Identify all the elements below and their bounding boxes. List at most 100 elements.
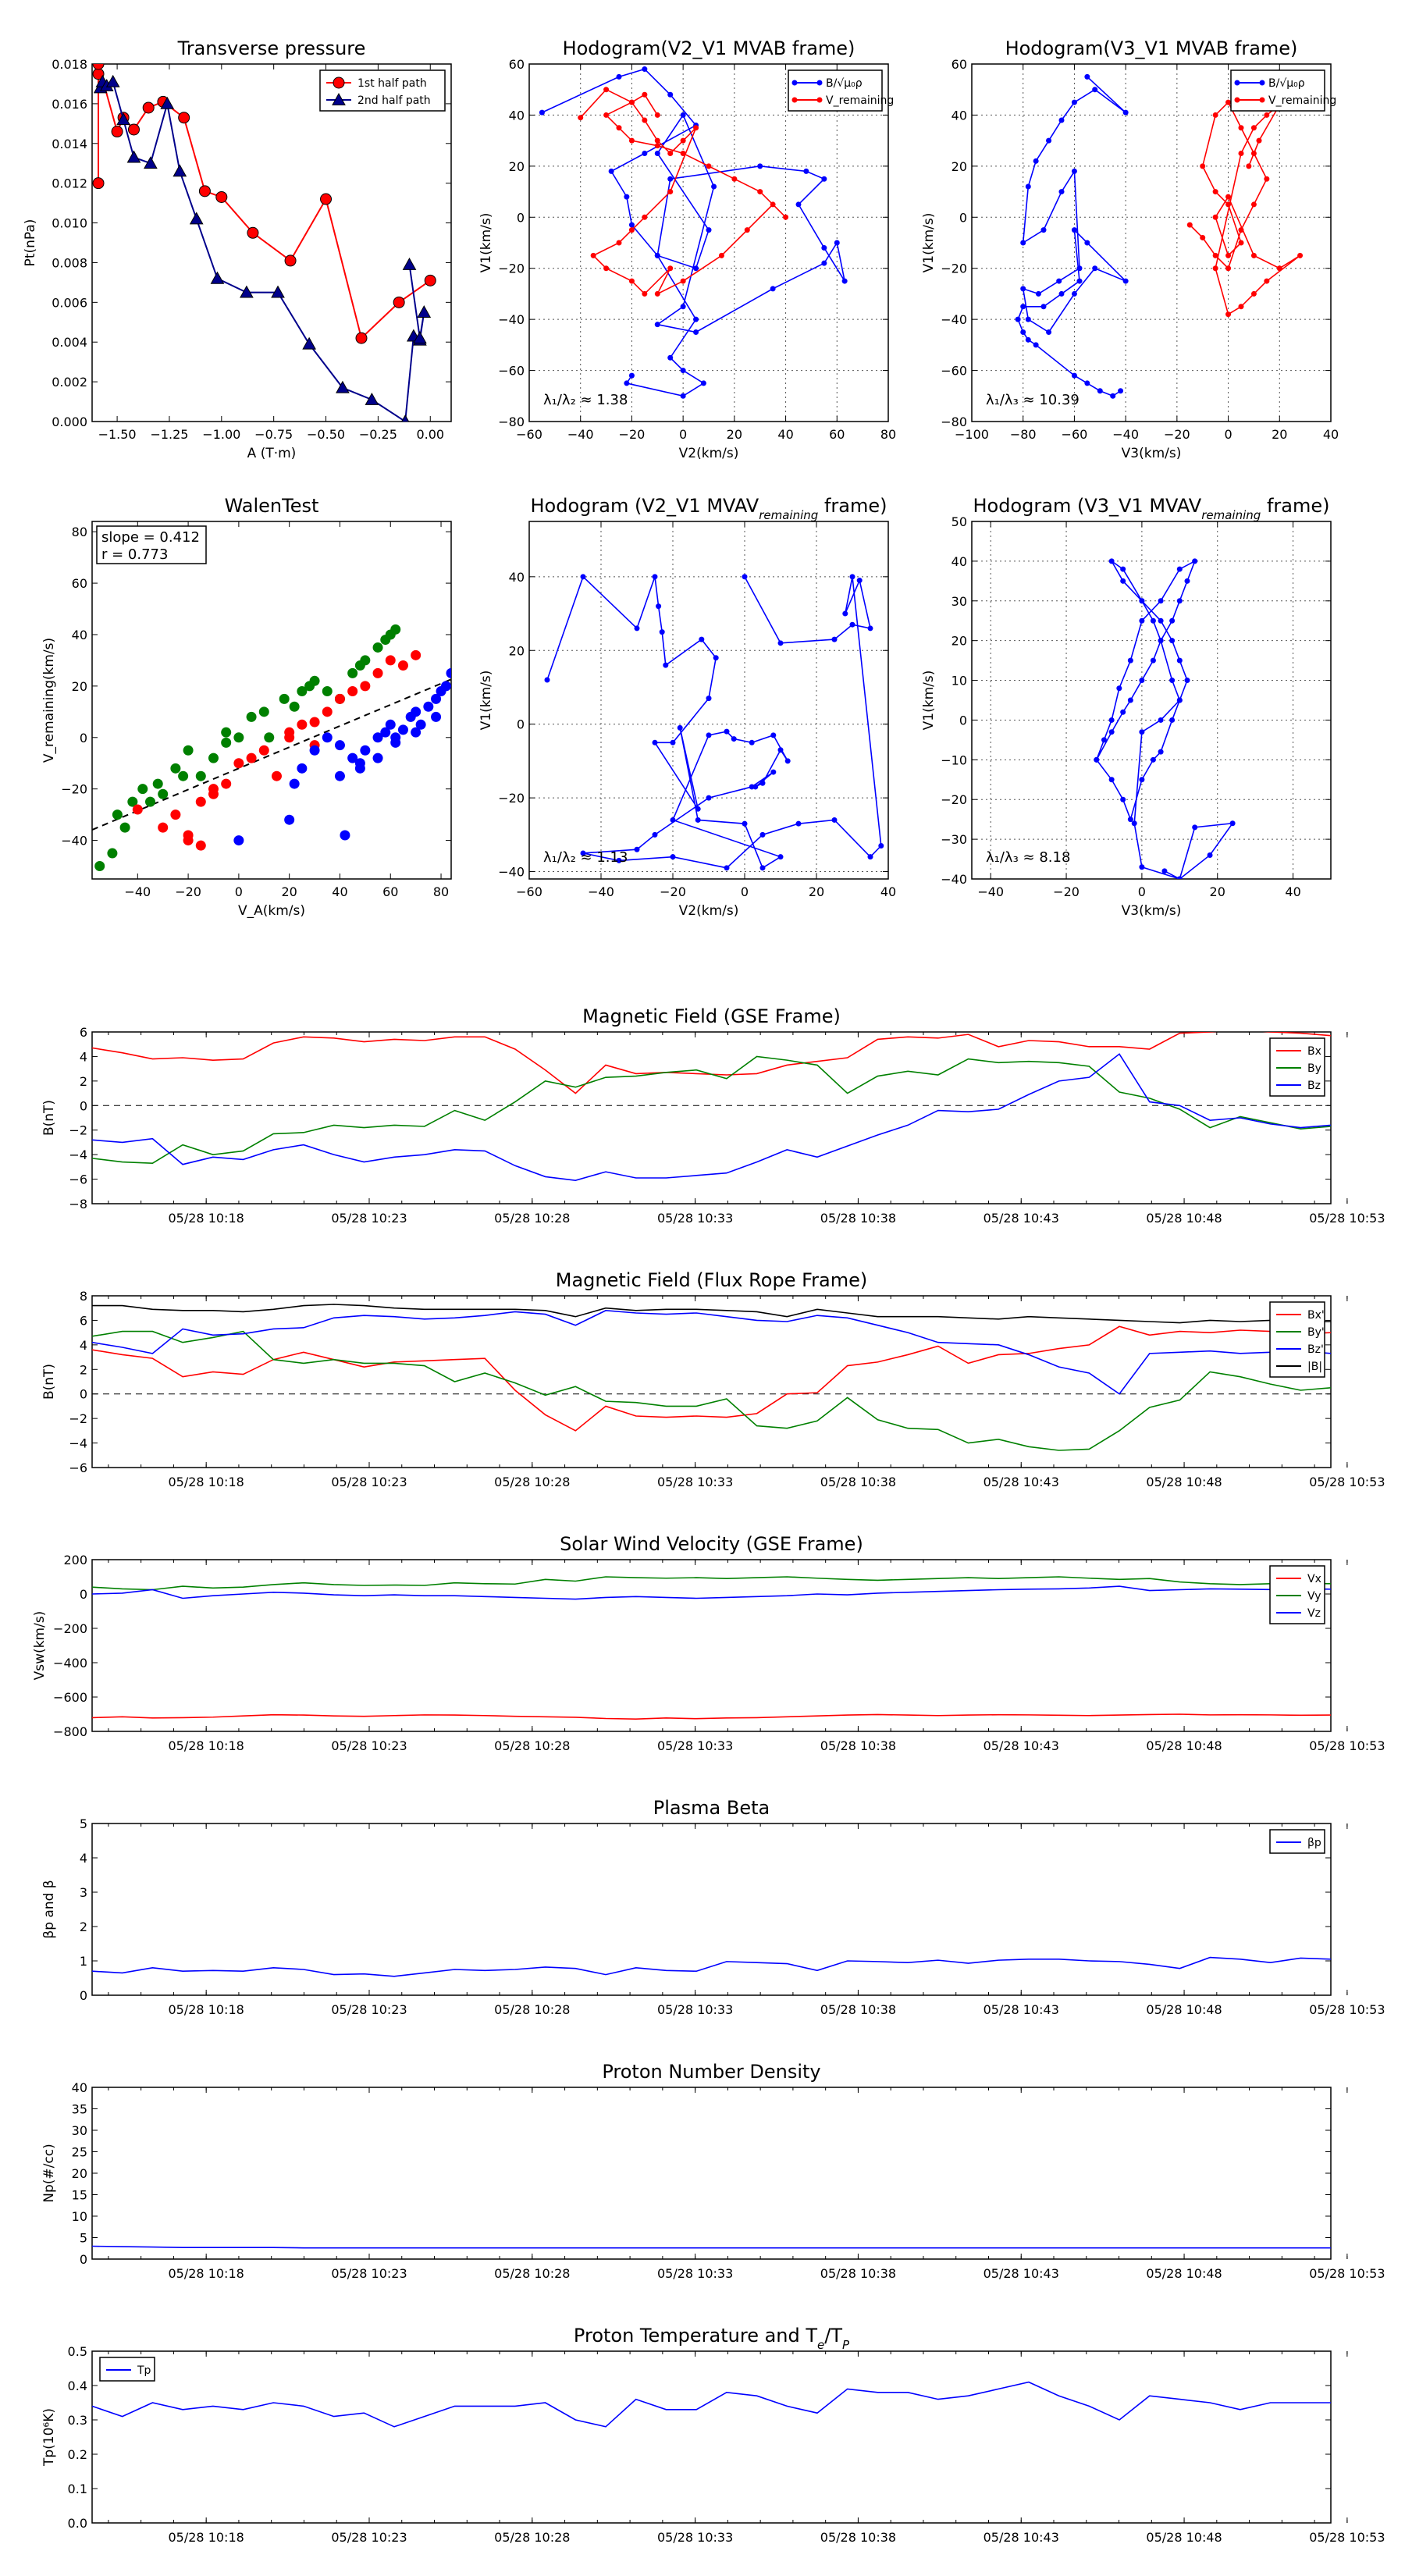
data-point [1192, 558, 1198, 564]
chart-title: Plasma Beta [653, 1797, 770, 1819]
legend: B/√μ₀ρ V_remaining [788, 69, 894, 112]
x-tick-label: 05/28 10:18 [169, 1738, 244, 1753]
data-point [336, 380, 350, 393]
data-point [210, 271, 225, 284]
data-point [1250, 201, 1257, 208]
data-point [132, 804, 143, 815]
y-tick-label: −40 [941, 312, 967, 327]
y-tick-label: 35 [72, 2102, 87, 2117]
data-point [1127, 817, 1133, 823]
data-point [198, 185, 211, 197]
data-point [354, 763, 365, 774]
data-point [1020, 329, 1026, 335]
y-tick-label: −400 [53, 1656, 87, 1670]
data-point [1225, 194, 1232, 200]
data-point [240, 285, 254, 298]
y-tick-label: −80 [498, 415, 525, 429]
axes-frame [971, 521, 1332, 880]
data-point [624, 380, 630, 386]
data-point [1071, 168, 1077, 174]
series-line-0 [92, 2245, 1331, 2249]
x-tick-label: 05/28 10:53 [1309, 2266, 1385, 2281]
data-point [770, 769, 777, 775]
data-point [1035, 290, 1041, 297]
x-tick-label: −20 [1053, 884, 1080, 899]
data-point [711, 183, 717, 190]
x-tick-label: 05/28 10:38 [820, 1475, 896, 1489]
data-point [1122, 109, 1129, 116]
axes-frame [528, 521, 889, 880]
x-tick-label: 05/28 10:43 [984, 1211, 1059, 1226]
data-point [322, 732, 333, 743]
data-point [170, 763, 181, 774]
data-point [126, 150, 141, 163]
plot-area [92, 1956, 1331, 1977]
legend-marker [1259, 80, 1265, 86]
data-point [742, 574, 748, 580]
series-line-0 [92, 1956, 1331, 1977]
chart-title-sub: remaining [759, 508, 818, 522]
chart-title: Magnetic Field (GSE Frame) [582, 1005, 841, 1027]
data-point [718, 252, 724, 258]
y-tick-label: 80 [72, 525, 87, 539]
y-tick-label: 8 [80, 1289, 87, 1304]
data-point [1169, 717, 1176, 723]
data-point [372, 667, 383, 678]
plot-area [92, 2245, 1331, 2249]
data-point [654, 290, 660, 297]
data-point [652, 574, 658, 580]
x-tick-label: 05/28 10:38 [820, 1211, 896, 1226]
data-point [1139, 864, 1145, 870]
legend-label: Bz [1307, 1080, 1321, 1092]
chart-title-main: Hodogram(V3_V1 MVAB frame) [1005, 37, 1298, 59]
data-point [1176, 598, 1183, 604]
y-tick-label: 40 [951, 108, 967, 123]
data-point [706, 795, 712, 801]
legend: Vx Vy Vz [1269, 1565, 1325, 1624]
series-line-1 [92, 1576, 1331, 1591]
data-point [320, 193, 333, 205]
data-point [1212, 252, 1218, 258]
x-axis-label: V3(km/s) [1122, 903, 1182, 919]
data-point [1120, 566, 1126, 572]
data-point [677, 724, 683, 731]
data-point [1071, 227, 1077, 233]
data-point [1058, 189, 1065, 195]
legend: Bx' By' Bz' |B| [1269, 1301, 1325, 1378]
axes-frame [91, 63, 452, 422]
legend-label: B/√μ₀ρ [826, 77, 863, 90]
y-tick-label: 25 [72, 2145, 87, 2160]
plot-area [1094, 558, 1236, 879]
data-point [111, 126, 123, 138]
x-tick-label: 05/28 10:43 [984, 2002, 1059, 2017]
data-point [749, 784, 755, 790]
data-point [642, 214, 648, 220]
y-tick-label: −200 [53, 1621, 87, 1636]
data-point [856, 578, 863, 584]
y-tick-label: 4 [80, 1338, 87, 1353]
legend: Bx By Bz [1269, 1037, 1325, 1097]
chart-vsw: Solar Wind Velocity (GSE Frame) −800 −600 −… [32, 1533, 1385, 1753]
data-point [127, 123, 140, 136]
data-point [411, 706, 422, 717]
data-point [663, 662, 669, 668]
x-tick-label: −1.00 [202, 427, 240, 442]
x-axis-label: V2(km/s) [679, 903, 739, 919]
data-point [415, 719, 426, 730]
data-point [360, 681, 371, 692]
y-tick-label: −40 [498, 865, 525, 880]
data-point [700, 380, 706, 386]
plot-area [544, 574, 884, 871]
x-tick-label: 40 [1323, 427, 1339, 442]
chart-title-tail: frame) [818, 495, 887, 517]
data-point [580, 574, 586, 580]
x-tick-label: 60 [829, 427, 845, 442]
y-tick-label: −20 [941, 262, 967, 276]
x-axis-label: V2(km/s) [679, 446, 739, 461]
x-tick-label: −0.50 [307, 427, 345, 442]
x-tick-label: 05/28 10:43 [984, 2266, 1059, 2281]
y-axis-label: V1(km/s) [921, 671, 937, 731]
y-tick-label: 6 [80, 1313, 87, 1328]
axes-frame [91, 2087, 1332, 2260]
data-point [183, 745, 194, 756]
